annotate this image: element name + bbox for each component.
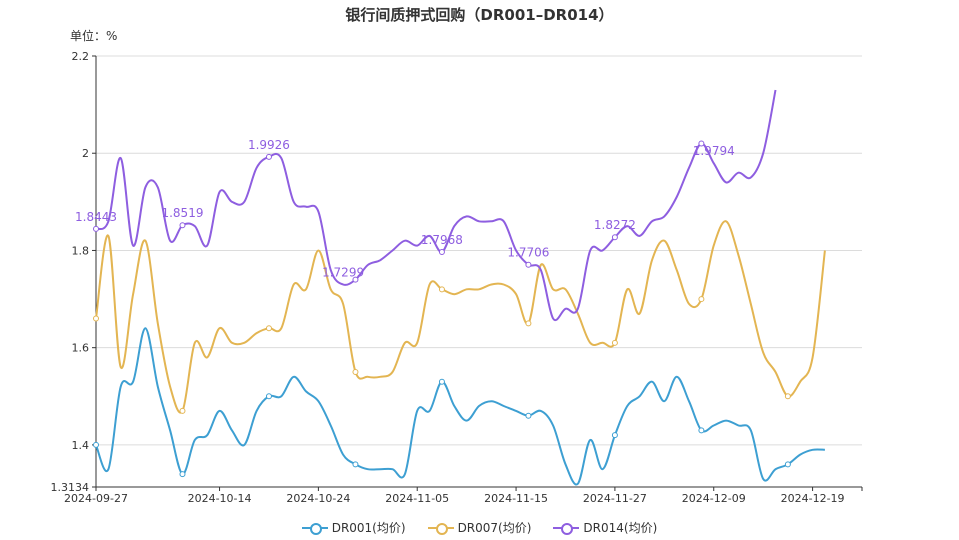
x-tick-label: 2024-12-09: [682, 492, 746, 505]
data-point: [438, 249, 445, 256]
data-point: [265, 153, 272, 160]
data-label: 1.7968: [421, 233, 463, 247]
data-point: [525, 320, 532, 327]
y-tick-label: 1.6: [72, 342, 90, 355]
legend: DR001(均价) DR007(均价) DR014(均价): [0, 519, 959, 536]
data-label: 1.7299: [322, 266, 364, 280]
y-tick-label: 2: [82, 147, 89, 160]
unit-label: 单位：%: [70, 29, 118, 43]
x-tick-label: 2024-11-15: [484, 492, 548, 505]
data-point: [611, 339, 618, 346]
data-label: 1.9926: [248, 138, 290, 152]
data-labels: 1.8443 1.85191.99261.72991.79681.77061.82…: [75, 138, 735, 280]
legend-swatch-icon: [427, 522, 454, 535]
x-tick-label: 2024-10-14: [188, 492, 252, 505]
data-point: [784, 461, 791, 468]
series-line-DR007(均价): [95, 220, 826, 414]
data-point: [93, 441, 99, 448]
legend-item-dr001[interactable]: DR001(均价): [301, 519, 406, 536]
chart-title: 银行间质押式回购（DR001–DR014）: [345, 6, 614, 24]
x-tick-label: 2024-11-05: [385, 492, 449, 505]
data-label: 1.7706: [507, 246, 549, 260]
x-tick-label: 2024-12-19: [781, 492, 845, 505]
data-point: [698, 296, 705, 303]
data-point: [784, 393, 791, 400]
legend-swatch-icon: [301, 522, 328, 535]
data-point: [352, 276, 359, 283]
legend-label: DR001(均价): [331, 521, 406, 535]
data-label: 1.8443: [75, 210, 117, 224]
axes: 1.3134 1.4 1.6 1.8 2 2.2 2024-09-27 2024-10-14 2…: [51, 50, 863, 505]
data-point: [93, 315, 99, 322]
data-point: [93, 225, 99, 232]
legend-item-dr014[interactable]: DR014(均价): [553, 519, 657, 536]
data-label: 1.8272: [594, 218, 636, 232]
y-tick-label: 1.8: [72, 244, 90, 257]
y-tick-label: 2.2: [72, 50, 90, 63]
legend-swatch-icon: [553, 522, 580, 535]
y-tick-label: 1.4: [72, 439, 90, 452]
series-line-DR001(均价): [95, 327, 825, 486]
data-label: 1.8519: [161, 206, 203, 220]
data-point: [698, 427, 705, 434]
series-markers: [93, 140, 791, 478]
data-point: [525, 412, 532, 419]
data-point: [525, 261, 532, 268]
gridlines: [96, 55, 862, 446]
x-tick-label: 2024-11-27: [583, 492, 647, 505]
legend-label: DR014(均价): [583, 521, 658, 535]
data-point: [179, 222, 186, 229]
data-point: [698, 140, 705, 147]
series-line-DR014(均价): [95, 89, 777, 322]
x-tick-label: 2024-09-27: [64, 492, 128, 505]
data-point: [611, 432, 618, 439]
data-point: [265, 325, 272, 332]
data-point: [179, 471, 186, 478]
data-point: [352, 368, 359, 375]
data-point: [438, 378, 445, 385]
data-point: [438, 286, 445, 293]
data-point: [265, 393, 272, 400]
legend-item-dr007[interactable]: DR007(均价): [427, 519, 532, 536]
legend-label: DR007(均价): [457, 521, 532, 535]
data-point: [611, 234, 618, 241]
x-tick-label: 2024-10-24: [286, 492, 350, 505]
data-label: 1.9794: [693, 144, 735, 158]
data-point: [179, 407, 186, 414]
data-point: [352, 461, 359, 468]
y-tick-label: 1.3134: [51, 481, 90, 494]
